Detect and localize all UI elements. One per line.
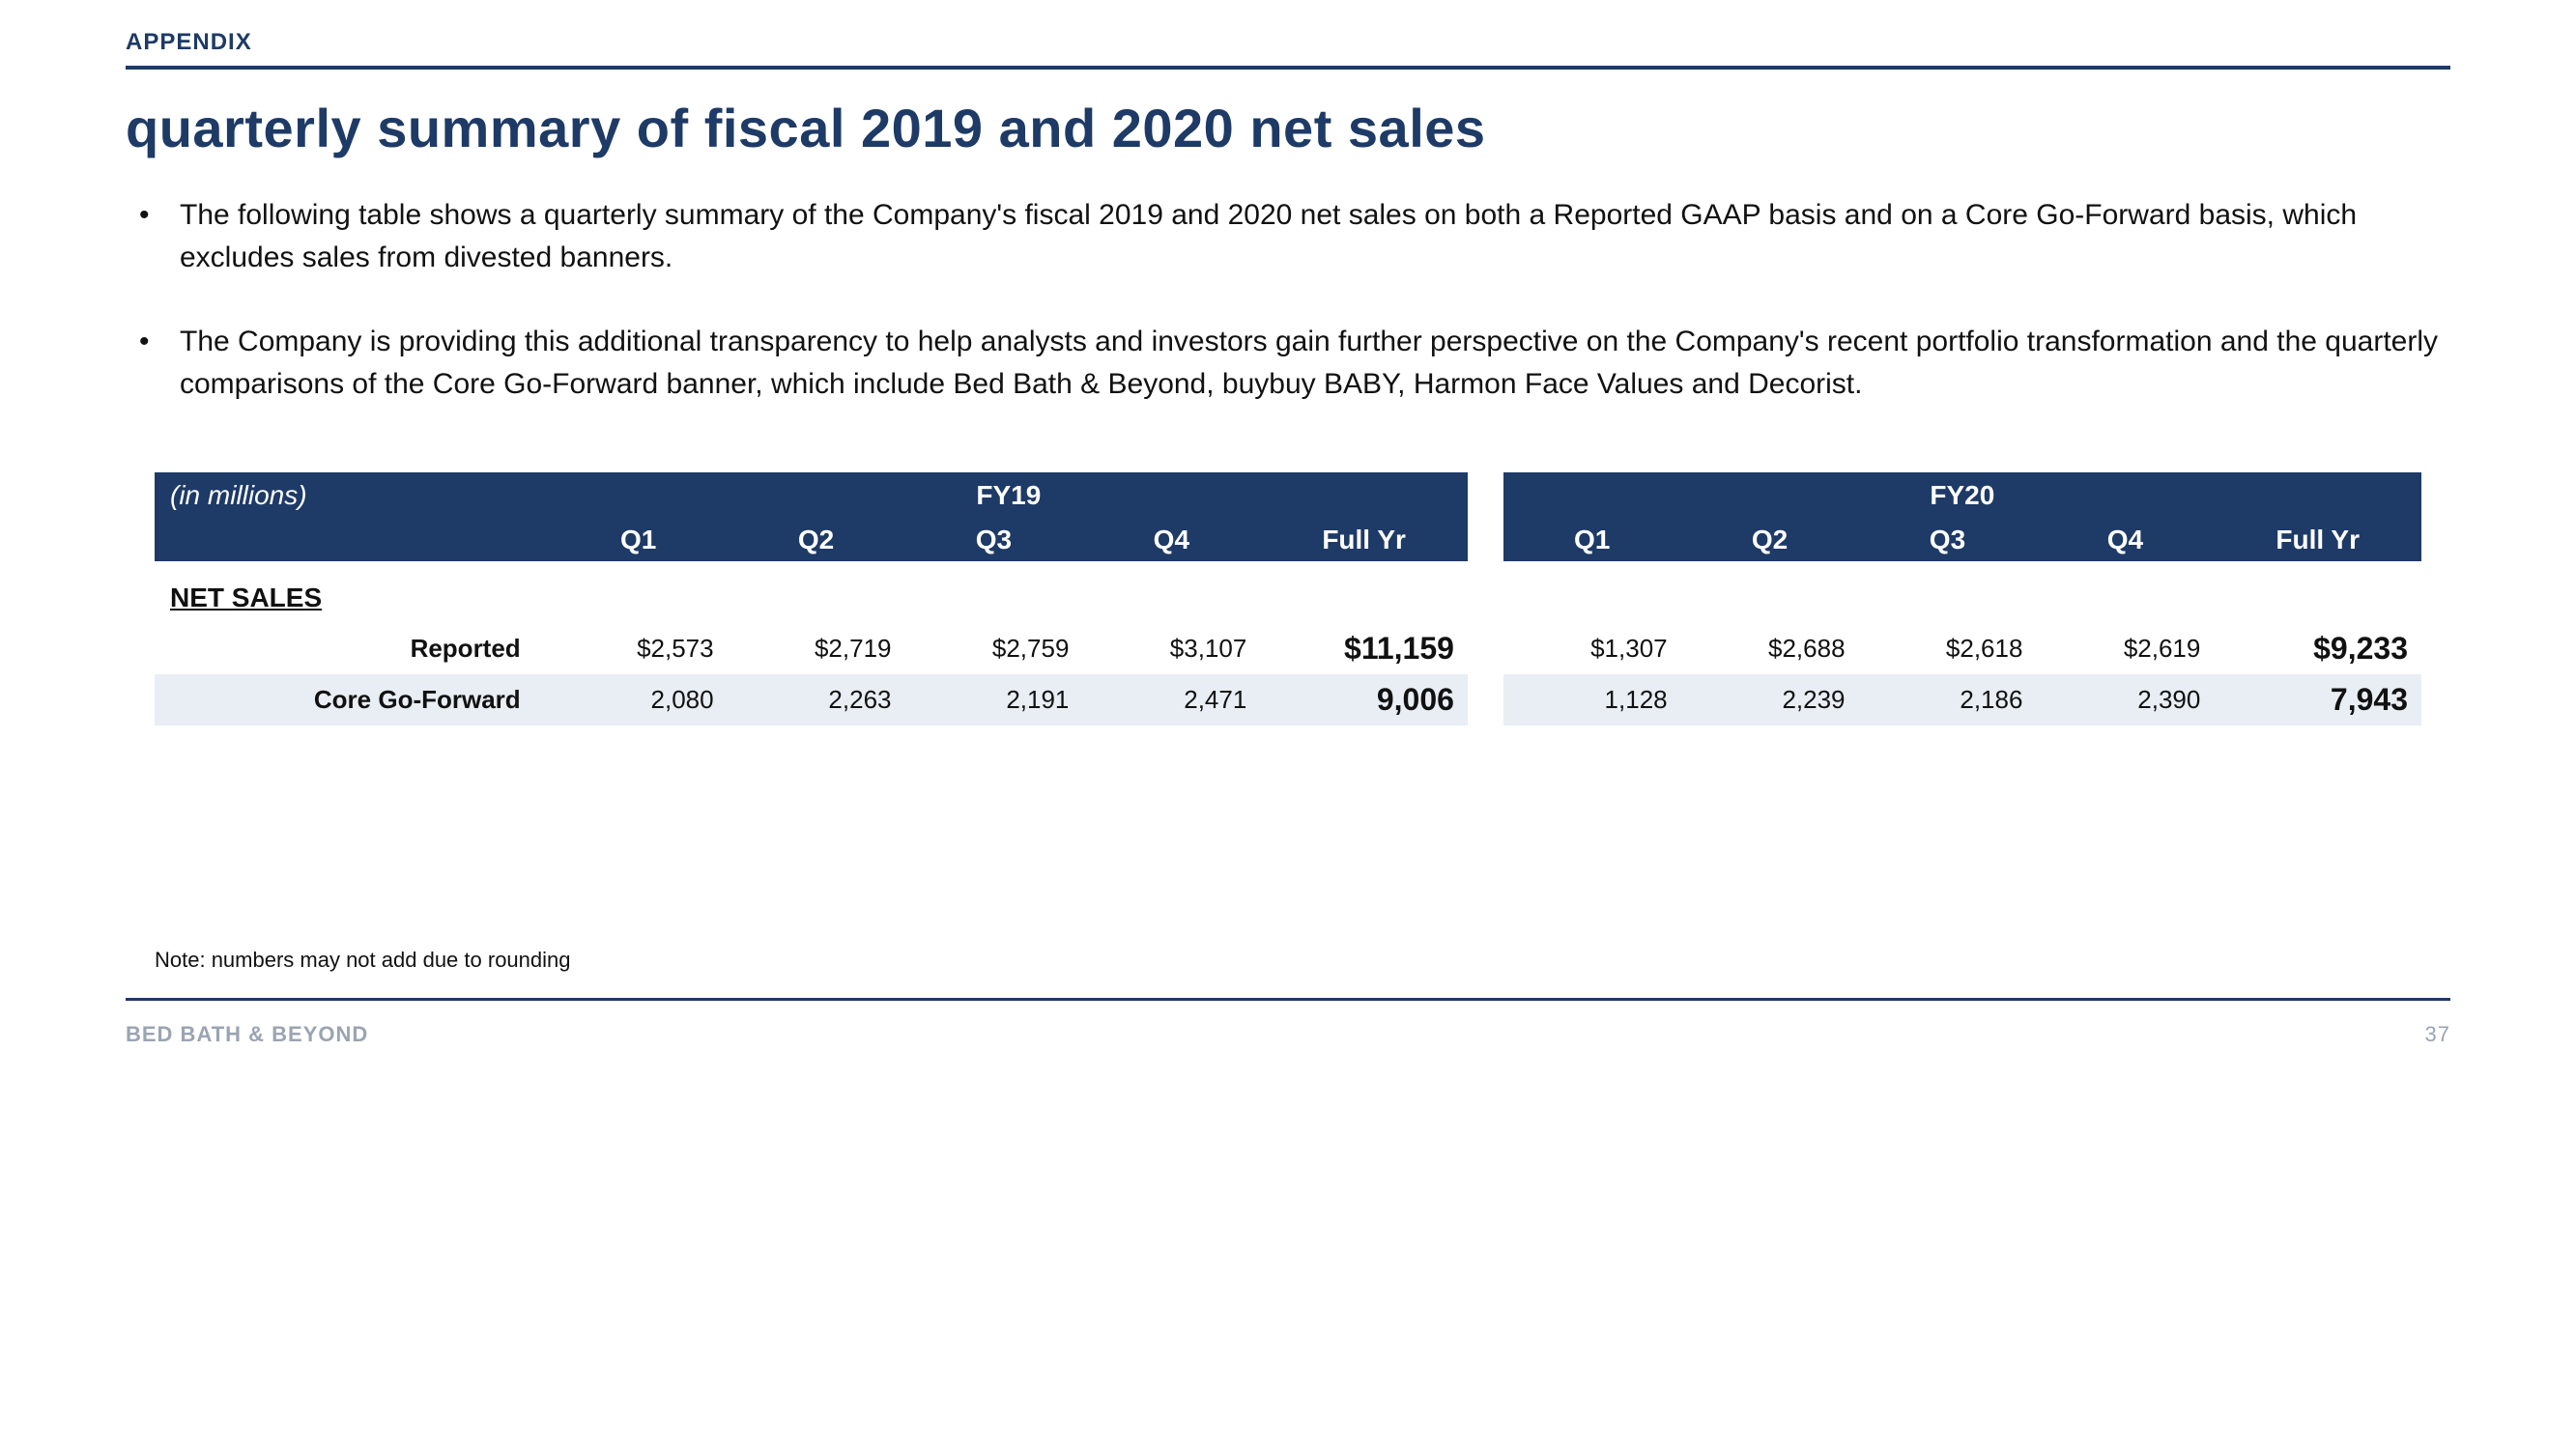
- bullet-item: The following table shows a quarterly su…: [126, 194, 2450, 278]
- row-label: Core Go-Forward: [155, 674, 550, 725]
- section-header-row: NET SALES: [155, 561, 2421, 623]
- bullet-item: The Company is providing this additional…: [126, 321, 2450, 405]
- rule-bottom: [126, 998, 2450, 1001]
- cell: $1,307: [1503, 623, 1681, 674]
- cell-fullyr: $11,159: [1260, 623, 1468, 674]
- cell: 2,390: [2036, 674, 2214, 725]
- footer-brand: BED BATH & BEYOND: [126, 1022, 368, 1047]
- year-header-fy20: FY20: [1503, 472, 2421, 519]
- section-header: NET SALES: [155, 561, 2421, 623]
- cell: $2,619: [2036, 623, 2214, 674]
- cell: 2,263: [728, 674, 905, 725]
- bullet-list: The following table shows a quarterly su…: [126, 194, 2450, 405]
- cell: $2,719: [728, 623, 905, 674]
- col-header: Q4: [2036, 519, 2214, 561]
- column-gap: [1468, 519, 1503, 561]
- cell-fullyr: $9,233: [2214, 623, 2421, 674]
- col-header: Q3: [1859, 519, 2037, 561]
- col-header: Q3: [905, 519, 1083, 561]
- cell-fullyr: 7,943: [2214, 674, 2421, 725]
- col-header: Q1: [550, 519, 728, 561]
- cell: 2,186: [1859, 674, 2037, 725]
- table-year-header-row: (in millions) FY19 FY20: [155, 472, 2421, 519]
- col-header: Q2: [728, 519, 905, 561]
- col-header: Full Yr: [2214, 519, 2421, 561]
- column-gap: [1468, 623, 1503, 674]
- section-label: APPENDIX: [126, 29, 2450, 56]
- cell: 2,080: [550, 674, 728, 725]
- table-row: Core Go-Forward 2,080 2,263 2,191 2,471 …: [155, 674, 2421, 725]
- net-sales-table: (in millions) FY19 FY20 Q1 Q2 Q3 Q4 Full…: [155, 472, 2421, 725]
- cell: 2,191: [905, 674, 1083, 725]
- page-footer: BED BATH & BEYOND 37: [126, 1022, 2450, 1047]
- cell: $2,759: [905, 623, 1083, 674]
- footnote: Note: numbers may not add due to roundin…: [126, 948, 2450, 973]
- year-header-fy19: FY19: [550, 472, 1468, 519]
- table-row: Reported $2,573 $2,719 $2,759 $3,107 $11…: [155, 623, 2421, 674]
- cell: $3,107: [1082, 623, 1260, 674]
- table-quarter-header-row: Q1 Q2 Q3 Q4 Full Yr Q1 Q2 Q3 Q4 Full Yr: [155, 519, 2421, 561]
- cell: $2,618: [1859, 623, 2037, 674]
- rule-top: [126, 66, 2450, 70]
- header-blank: [155, 519, 550, 561]
- page-title: quarterly summary of fiscal 2019 and 202…: [126, 97, 2450, 159]
- page-number: 37: [2425, 1022, 2450, 1047]
- column-gap: [1468, 674, 1503, 725]
- cell: 2,471: [1082, 674, 1260, 725]
- cell-fullyr: 9,006: [1260, 674, 1468, 725]
- cell: 1,128: [1503, 674, 1681, 725]
- cell: 2,239: [1681, 674, 1859, 725]
- net-sales-table-wrap: (in millions) FY19 FY20 Q1 Q2 Q3 Q4 Full…: [126, 472, 2450, 725]
- col-header: Q2: [1681, 519, 1859, 561]
- col-header: Q1: [1503, 519, 1681, 561]
- column-gap: [1468, 472, 1503, 519]
- col-header: Full Yr: [1260, 519, 1468, 561]
- row-label: Reported: [155, 623, 550, 674]
- cell: $2,573: [550, 623, 728, 674]
- cell: $2,688: [1681, 623, 1859, 674]
- unit-label: (in millions): [155, 472, 550, 519]
- col-header: Q4: [1082, 519, 1260, 561]
